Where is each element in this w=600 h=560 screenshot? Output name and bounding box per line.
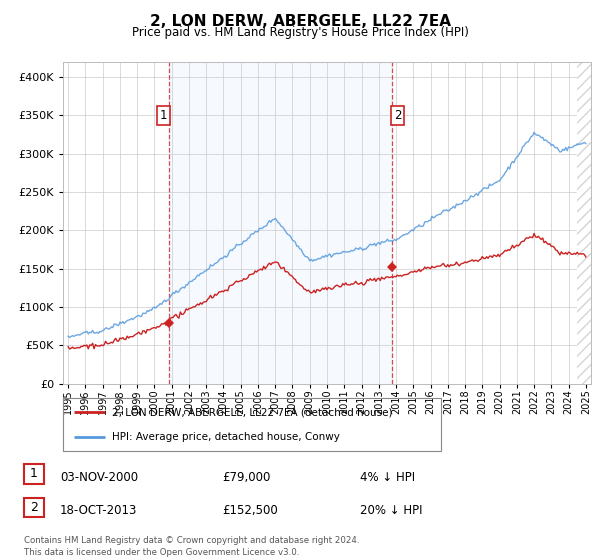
- Text: 2, LON DERW, ABERGELE, LL22 7EA (detached house): 2, LON DERW, ABERGELE, LL22 7EA (detache…: [112, 408, 392, 418]
- Text: 2: 2: [30, 501, 38, 514]
- Text: £152,500: £152,500: [222, 504, 278, 517]
- Text: £79,000: £79,000: [222, 470, 271, 484]
- Text: HPI: Average price, detached house, Conwy: HPI: Average price, detached house, Conw…: [112, 432, 340, 442]
- Text: 20% ↓ HPI: 20% ↓ HPI: [360, 504, 422, 517]
- Text: 2, LON DERW, ABERGELE, LL22 7EA: 2, LON DERW, ABERGELE, LL22 7EA: [149, 14, 451, 29]
- Text: Price paid vs. HM Land Registry's House Price Index (HPI): Price paid vs. HM Land Registry's House …: [131, 26, 469, 39]
- Text: 03-NOV-2000: 03-NOV-2000: [60, 470, 138, 484]
- Text: 18-OCT-2013: 18-OCT-2013: [60, 504, 137, 517]
- Bar: [577, 62, 600, 384]
- Text: 4% ↓ HPI: 4% ↓ HPI: [360, 470, 415, 484]
- Text: 1: 1: [30, 468, 38, 480]
- Bar: [169, 62, 392, 384]
- Text: 1: 1: [160, 109, 167, 122]
- Bar: [577, 0, 600, 384]
- Text: Contains HM Land Registry data © Crown copyright and database right 2024.
This d: Contains HM Land Registry data © Crown c…: [24, 536, 359, 557]
- Text: 2: 2: [394, 109, 401, 122]
